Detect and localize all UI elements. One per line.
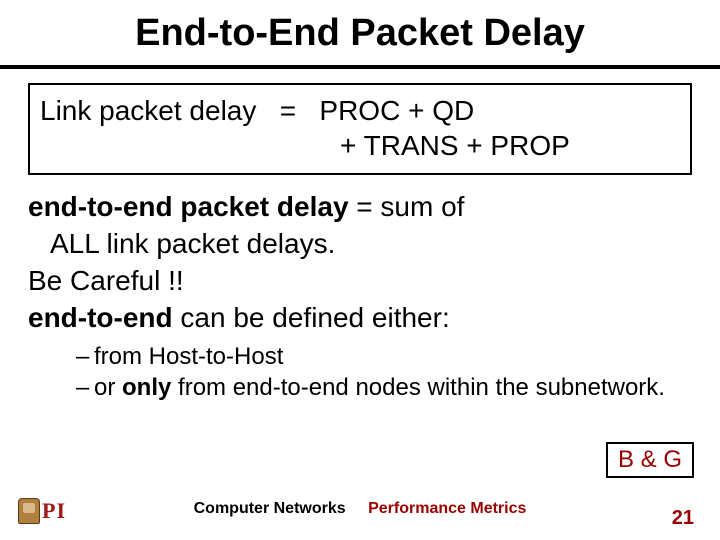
body-line-3: Be Careful !! <box>28 263 692 298</box>
reference-badge: B & G <box>606 442 694 478</box>
bullet-text: from Host-to-Host <box>94 341 692 372</box>
page-number: 21 <box>672 507 694 530</box>
title-bar: End-to-End Packet Delay <box>0 0 720 69</box>
content-area: Link packet delay = PROC + QD + TRANS + … <box>0 69 720 403</box>
body-line-1: end-to-end packet delay = sum of <box>28 189 692 224</box>
formula-line-2: + TRANS + PROP <box>40 128 680 163</box>
bullet-dash: – <box>76 341 94 372</box>
body-l4-bold: end-to-end <box>28 302 173 333</box>
bullet-text: or only from end-to-end nodes within the… <box>94 372 692 403</box>
list-item: – or only from end-to-end nodes within t… <box>76 372 692 403</box>
bullet2-post: from end-to-end nodes within the subnetw… <box>171 374 665 401</box>
formula-lhs: Link packet delay <box>40 95 256 126</box>
formula-rhs1: PROC + QD <box>319 95 474 126</box>
footer-topic: Performance Metrics <box>368 500 526 517</box>
footer-course: Computer Networks <box>194 500 346 517</box>
slide-title: End-to-End Packet Delay <box>0 12 720 55</box>
body-l1-rest: = sum of <box>349 191 465 222</box>
bullet2-pre: or <box>94 374 122 401</box>
body-line-2: ALL link packet delays. <box>28 226 692 261</box>
formula-eq: = <box>280 95 296 126</box>
body-line-4: end-to-end can be defined either: <box>28 300 692 335</box>
footer: PI Computer Networks Performance Metrics… <box>0 500 720 530</box>
formula-rhs2: + TRANS + PROP <box>340 130 570 161</box>
bullet-list: – from Host-to-Host – or only from end-t… <box>28 337 692 403</box>
bullet2-only: only <box>122 374 171 401</box>
formula-line-1: Link packet delay = PROC + QD <box>40 93 680 128</box>
body-l1-bold: end-to-end packet delay <box>28 191 349 222</box>
footer-center: Computer Networks Performance Metrics <box>0 500 720 518</box>
body-l4-rest: can be defined either: <box>173 302 450 333</box>
list-item: – from Host-to-Host <box>76 341 692 372</box>
formula-box: Link packet delay = PROC + QD + TRANS + … <box>28 83 692 175</box>
bullet-dash: – <box>76 372 94 403</box>
